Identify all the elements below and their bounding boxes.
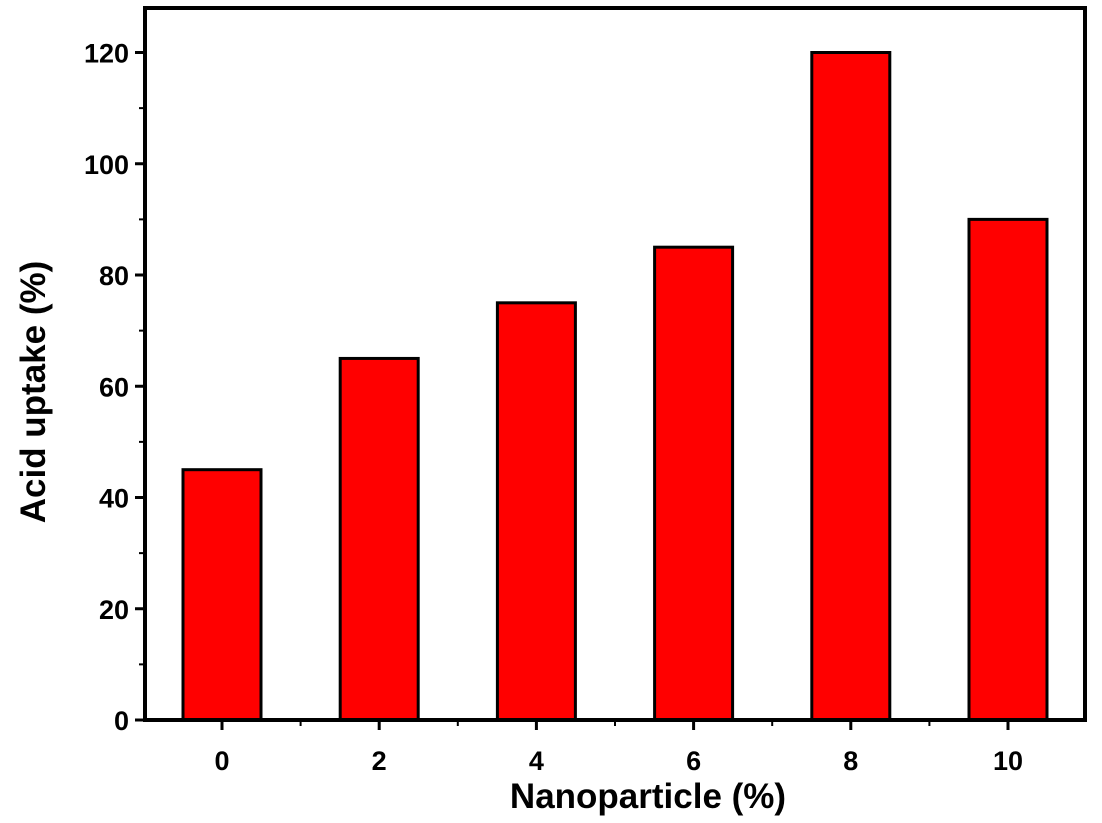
bar-2 [338, 356, 420, 722]
y-tick-label-80: 80 [99, 261, 129, 291]
bar-10 [967, 217, 1049, 722]
x-tick-label-6: 6 [686, 746, 701, 776]
x-tick-label-10: 10 [993, 746, 1023, 776]
y-tick-label-20: 20 [99, 595, 129, 625]
y-axis-title: Acid uptake (%) [14, 261, 53, 524]
y-tick-label-40: 40 [99, 484, 129, 514]
x-tick-label-2: 2 [372, 746, 387, 776]
bar-4 [495, 301, 577, 722]
plot-frame [143, 6, 1087, 722]
bar-8 [810, 51, 892, 722]
y-tick-label-60: 60 [99, 372, 129, 402]
x-tick-label-4: 4 [529, 746, 544, 776]
bars-group [181, 51, 1049, 722]
bar-0 [181, 468, 263, 722]
x-tick-label-8: 8 [843, 746, 858, 776]
y-tick-label-0: 0 [114, 706, 129, 736]
x-axis-title: Nanoparticle (%) [510, 777, 786, 816]
y-tick-label-120: 120 [84, 39, 129, 69]
bar-6 [653, 245, 735, 722]
x-tick-label-0: 0 [214, 746, 229, 776]
y-tick-label-100: 100 [84, 150, 129, 180]
